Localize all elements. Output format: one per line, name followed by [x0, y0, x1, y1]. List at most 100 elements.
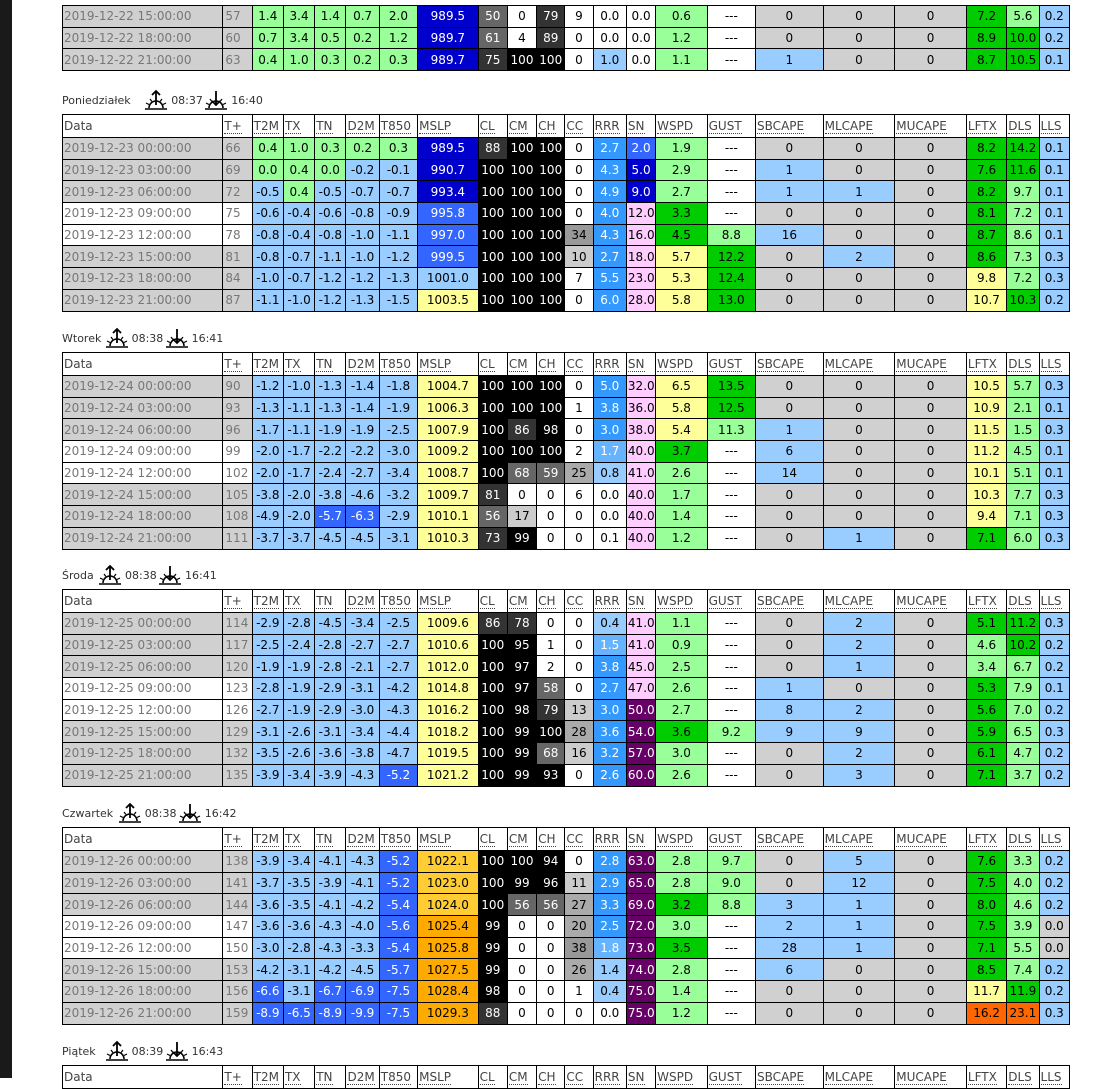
- column-header[interactable]: T+: [222, 114, 253, 138]
- column-header[interactable]: CC: [564, 352, 594, 376]
- column-header[interactable]: TN: [314, 827, 347, 851]
- column-header[interactable]: WSPD: [655, 589, 708, 613]
- column-header[interactable]: MLCAPE: [822, 352, 896, 376]
- column-header[interactable]: D2M: [345, 114, 380, 138]
- column-header[interactable]: RRR: [592, 352, 627, 376]
- column-header[interactable]: T850: [378, 589, 419, 613]
- column-header[interactable]: CL: [477, 589, 508, 613]
- column-header[interactable]: CL: [477, 1065, 508, 1089]
- column-header[interactable]: MUCAPE: [894, 827, 967, 851]
- column-header[interactable]: CM: [506, 589, 538, 613]
- column-header[interactable]: TX: [282, 827, 316, 851]
- column-header[interactable]: SBCAPE: [755, 827, 824, 851]
- column-header[interactable]: SN: [625, 114, 657, 138]
- column-header[interactable]: T+: [222, 827, 253, 851]
- column-header[interactable]: DLS: [1006, 827, 1040, 851]
- column-header[interactable]: MSLP: [417, 114, 479, 138]
- column-header[interactable]: SN: [625, 1065, 657, 1089]
- column-header[interactable]: GUST: [706, 589, 757, 613]
- column-header[interactable]: CH: [536, 352, 566, 376]
- column-header[interactable]: TX: [282, 114, 316, 138]
- column-header[interactable]: Data: [61, 589, 224, 613]
- column-header[interactable]: T2M: [251, 114, 284, 138]
- column-header[interactable]: LLS: [1038, 1065, 1071, 1089]
- column-header[interactable]: LLS: [1038, 352, 1071, 376]
- column-header[interactable]: LFTX: [965, 827, 1008, 851]
- column-header[interactable]: MUCAPE: [894, 589, 967, 613]
- column-header[interactable]: LLS: [1038, 114, 1071, 138]
- column-header[interactable]: RRR: [592, 1065, 627, 1089]
- column-header[interactable]: SBCAPE: [755, 589, 824, 613]
- column-header[interactable]: CL: [477, 352, 508, 376]
- column-header[interactable]: GUST: [706, 827, 757, 851]
- column-header[interactable]: CM: [506, 1065, 538, 1089]
- column-header[interactable]: D2M: [345, 589, 380, 613]
- column-header[interactable]: T850: [378, 827, 419, 851]
- column-header[interactable]: DLS: [1006, 1065, 1040, 1089]
- column-header[interactable]: LLS: [1038, 589, 1071, 613]
- column-header[interactable]: T2M: [251, 1065, 284, 1089]
- column-header[interactable]: D2M: [345, 352, 380, 376]
- column-header[interactable]: LFTX: [965, 589, 1008, 613]
- column-header[interactable]: Data: [61, 114, 224, 138]
- column-header[interactable]: SBCAPE: [755, 352, 824, 376]
- column-header[interactable]: CC: [564, 1065, 594, 1089]
- column-header[interactable]: MSLP: [417, 1065, 479, 1089]
- column-header[interactable]: WSPD: [655, 1065, 708, 1089]
- column-header[interactable]: D2M: [345, 1065, 380, 1089]
- column-header[interactable]: MSLP: [417, 589, 479, 613]
- column-header[interactable]: SBCAPE: [755, 114, 824, 138]
- column-header[interactable]: CL: [477, 827, 508, 851]
- column-header[interactable]: TX: [282, 352, 316, 376]
- column-header[interactable]: CC: [564, 114, 594, 138]
- column-header[interactable]: TN: [314, 589, 347, 613]
- column-header[interactable]: T850: [378, 1065, 419, 1089]
- column-header[interactable]: T+: [222, 352, 253, 376]
- column-header[interactable]: WSPD: [655, 827, 708, 851]
- column-header[interactable]: RRR: [592, 827, 627, 851]
- column-header[interactable]: MLCAPE: [822, 114, 896, 138]
- column-header[interactable]: CC: [564, 589, 594, 613]
- column-header[interactable]: TN: [314, 114, 347, 138]
- column-header[interactable]: DLS: [1006, 352, 1040, 376]
- column-header[interactable]: T2M: [251, 827, 284, 851]
- column-header[interactable]: CL: [477, 114, 508, 138]
- column-header[interactable]: LFTX: [965, 1065, 1008, 1089]
- column-header[interactable]: TX: [282, 589, 316, 613]
- column-header[interactable]: CH: [536, 827, 566, 851]
- column-header[interactable]: SBCAPE: [755, 1065, 824, 1089]
- column-header[interactable]: GUST: [706, 352, 757, 376]
- column-header[interactable]: MSLP: [417, 827, 479, 851]
- column-header[interactable]: WSPD: [655, 114, 708, 138]
- column-header[interactable]: CH: [536, 114, 566, 138]
- column-header[interactable]: LFTX: [965, 114, 1008, 138]
- column-header[interactable]: MUCAPE: [894, 352, 967, 376]
- column-header[interactable]: SN: [625, 589, 657, 613]
- column-header[interactable]: Data: [61, 1065, 224, 1089]
- column-header[interactable]: MSLP: [417, 352, 479, 376]
- column-header[interactable]: GUST: [706, 114, 757, 138]
- column-header[interactable]: CH: [536, 589, 566, 613]
- column-header[interactable]: T+: [222, 589, 253, 613]
- column-header[interactable]: GUST: [706, 1065, 757, 1089]
- column-header[interactable]: MLCAPE: [822, 589, 896, 613]
- column-header[interactable]: TN: [314, 1065, 347, 1089]
- column-header[interactable]: Data: [61, 827, 224, 851]
- column-header[interactable]: CM: [506, 827, 538, 851]
- column-header[interactable]: RRR: [592, 114, 627, 138]
- column-header[interactable]: DLS: [1006, 589, 1040, 613]
- column-header[interactable]: MLCAPE: [822, 827, 896, 851]
- column-header[interactable]: SN: [625, 352, 657, 376]
- column-header[interactable]: TN: [314, 352, 347, 376]
- column-header[interactable]: T2M: [251, 589, 284, 613]
- column-header[interactable]: CC: [564, 827, 594, 851]
- column-header[interactable]: DLS: [1006, 114, 1040, 138]
- column-header[interactable]: T+: [222, 1065, 253, 1089]
- column-header[interactable]: CM: [506, 352, 538, 376]
- column-header[interactable]: LFTX: [965, 352, 1008, 376]
- column-header[interactable]: D2M: [345, 827, 380, 851]
- column-header[interactable]: T850: [378, 352, 419, 376]
- column-header[interactable]: WSPD: [655, 352, 708, 376]
- column-header[interactable]: T850: [378, 114, 419, 138]
- column-header[interactable]: SN: [625, 827, 657, 851]
